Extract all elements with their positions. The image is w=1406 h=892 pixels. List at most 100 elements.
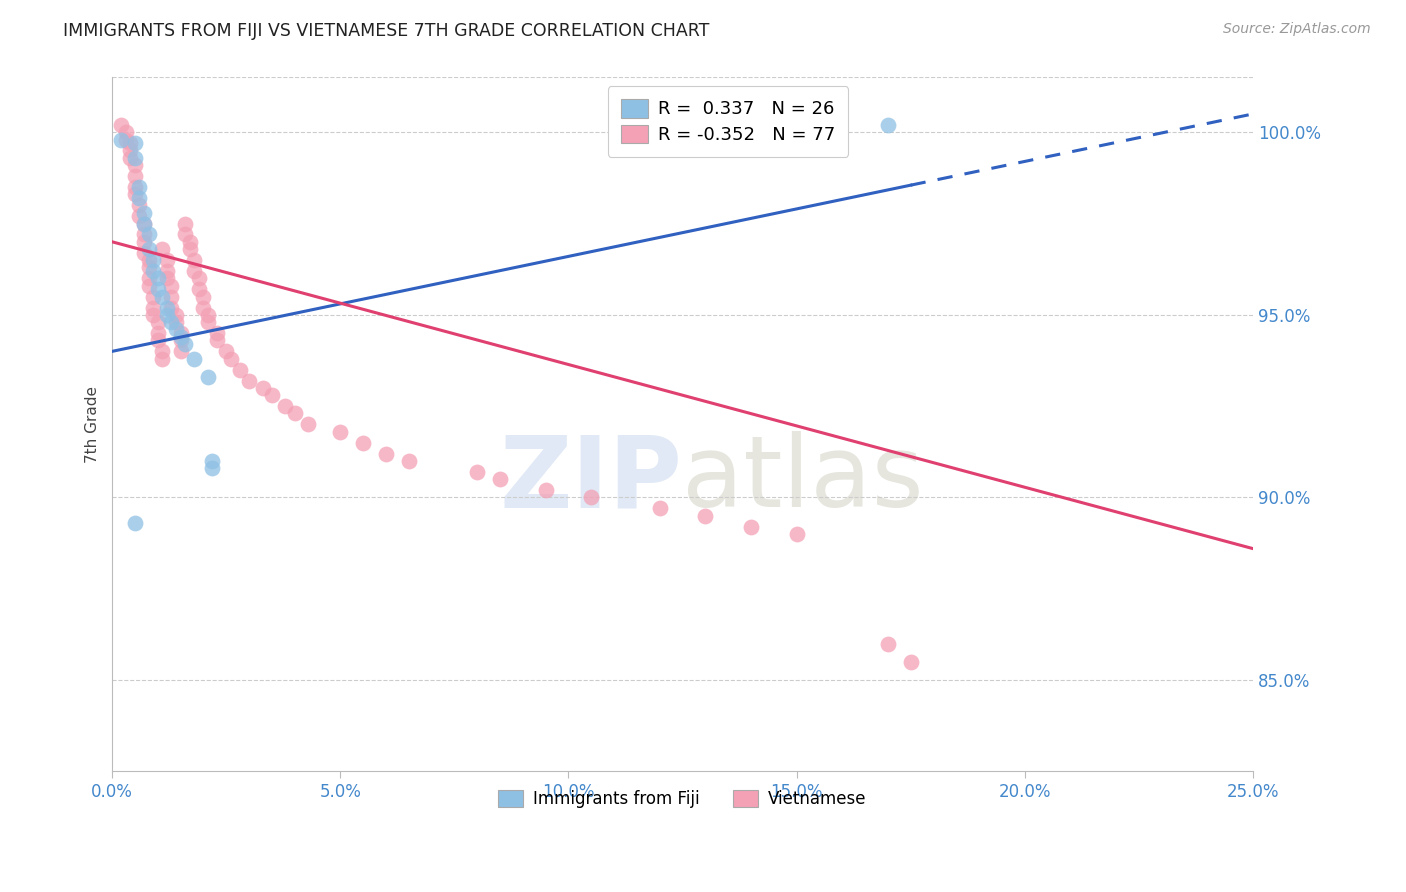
Point (193, 301, 215, 315)
Point (110, 118, 132, 132)
Point (146, 282, 169, 296)
Point (489, 472, 512, 486)
Point (187, 282, 209, 296)
Point (156, 253, 179, 268)
Point (156, 271, 179, 285)
Point (146, 334, 169, 348)
Point (197, 315, 219, 329)
Point (124, 158, 146, 172)
Point (150, 242, 173, 256)
Point (132, 227, 155, 242)
Point (146, 315, 169, 329)
Point (128, 209, 150, 223)
Point (183, 264, 205, 278)
Point (169, 334, 191, 348)
Point (876, 118, 898, 132)
Point (132, 205, 155, 219)
Point (160, 289, 183, 303)
Point (179, 235, 201, 249)
Point (201, 461, 224, 475)
Point (174, 227, 197, 242)
Point (876, 636, 898, 650)
Point (128, 191, 150, 205)
Point (146, 326, 169, 340)
Point (465, 465, 488, 479)
Point (786, 527, 808, 541)
Point (174, 337, 197, 351)
Point (374, 447, 396, 461)
Point (193, 289, 215, 303)
Point (252, 381, 274, 395)
Point (648, 501, 671, 516)
Point (179, 242, 201, 256)
Point (174, 217, 197, 231)
Point (534, 483, 557, 497)
Text: atlas: atlas (682, 432, 924, 528)
Point (238, 374, 260, 388)
Point (138, 278, 160, 293)
Point (120, 144, 142, 158)
Point (695, 508, 717, 523)
Point (160, 278, 183, 293)
Point (142, 289, 165, 303)
Point (165, 322, 187, 336)
Y-axis label: 7th Grade: 7th Grade (86, 386, 100, 463)
Point (142, 253, 165, 268)
Point (219, 351, 242, 366)
Point (398, 454, 420, 468)
Point (132, 217, 155, 231)
Point (197, 370, 219, 384)
Point (900, 655, 922, 669)
Point (124, 187, 146, 202)
Point (740, 519, 762, 533)
Point (284, 407, 307, 421)
Text: ZIP: ZIP (499, 432, 682, 528)
Point (579, 491, 602, 505)
Point (156, 308, 179, 322)
Point (142, 264, 165, 278)
Point (124, 136, 146, 151)
Point (329, 425, 352, 439)
Point (124, 169, 146, 183)
Point (165, 315, 187, 329)
Point (114, 132, 136, 146)
Point (150, 344, 173, 359)
Point (205, 326, 228, 340)
Text: Source: ZipAtlas.com: Source: ZipAtlas.com (1223, 22, 1371, 37)
Point (160, 301, 183, 315)
Point (138, 242, 160, 256)
Point (260, 388, 283, 402)
Point (183, 253, 205, 268)
Point (197, 308, 219, 322)
Point (201, 454, 224, 468)
Point (160, 315, 183, 329)
Point (352, 435, 374, 450)
Point (187, 271, 209, 285)
Point (215, 344, 238, 359)
Point (138, 253, 160, 268)
Point (229, 362, 252, 376)
Point (128, 198, 150, 212)
Point (138, 271, 160, 285)
Legend: Immigrants from Fiji, Vietnamese: Immigrants from Fiji, Vietnamese (492, 783, 873, 815)
Text: IMMIGRANTS FROM FIJI VS VIETNAMESE 7TH GRADE CORRELATION CHART: IMMIGRANTS FROM FIJI VS VIETNAMESE 7TH G… (63, 22, 710, 40)
Point (169, 344, 191, 359)
Point (138, 260, 160, 275)
Point (169, 326, 191, 340)
Point (156, 264, 179, 278)
Point (120, 136, 142, 151)
Point (124, 180, 146, 194)
Point (183, 351, 205, 366)
Point (110, 132, 132, 146)
Point (120, 151, 142, 165)
Point (165, 308, 187, 322)
Point (124, 516, 146, 530)
Point (150, 289, 173, 303)
Point (297, 417, 319, 432)
Point (128, 180, 150, 194)
Point (205, 334, 228, 348)
Point (138, 227, 160, 242)
Point (142, 308, 165, 322)
Point (142, 301, 165, 315)
Point (150, 351, 173, 366)
